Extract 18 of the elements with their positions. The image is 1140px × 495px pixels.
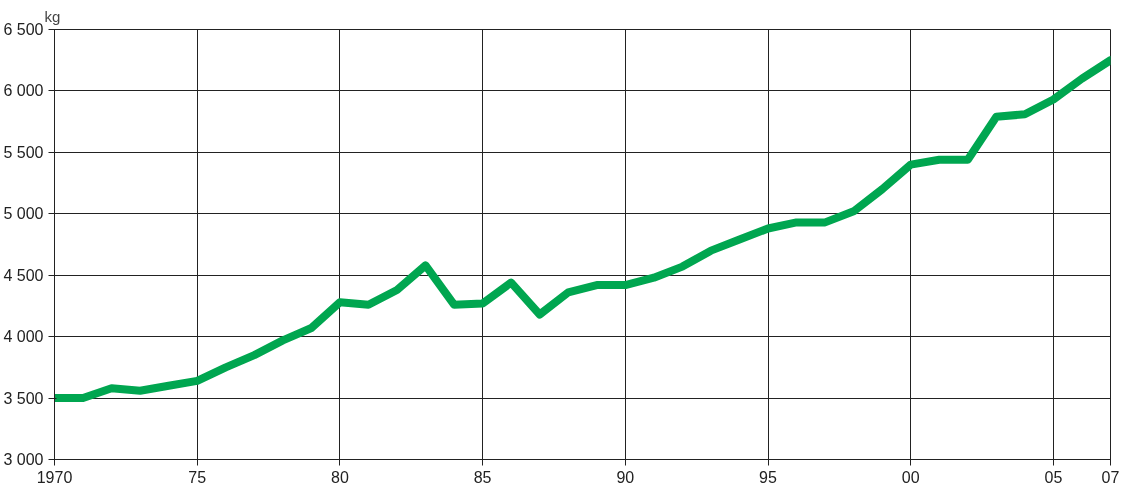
y-tick-label: 5 500	[3, 143, 44, 161]
y-tick-label: 6 000	[3, 82, 44, 100]
x-tick-label: 90	[616, 468, 635, 486]
x-tick-label: 85	[473, 468, 492, 486]
y-tick-label: 3 000	[3, 451, 44, 468]
x-tick-label: 07	[1101, 468, 1120, 486]
x-tick-label: 1970	[36, 468, 73, 486]
y-axis-title: kg	[44, 7, 61, 25]
x-tick-label: 95	[759, 468, 778, 486]
x-tick-label: 05	[1044, 468, 1063, 486]
x-tick-label: 75	[188, 468, 207, 486]
y-tick-label: 3 500	[3, 389, 44, 407]
y-tick-label: 4 500	[3, 266, 44, 284]
y-tick-label: 5 000	[3, 205, 44, 223]
y-tick-label: 6 500	[3, 21, 44, 38]
y-tick-label: 4 000	[3, 328, 44, 346]
x-tick-label: 00	[901, 468, 920, 486]
x-tick-label: 80	[331, 468, 349, 486]
